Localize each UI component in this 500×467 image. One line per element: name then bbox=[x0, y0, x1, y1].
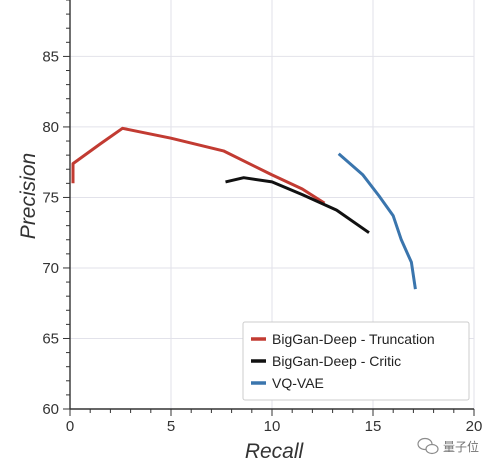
legend-label: VQ-VAE bbox=[272, 375, 324, 391]
legend-box bbox=[242, 321, 470, 401]
series-line bbox=[337, 152, 417, 290]
legend: BigGan-Deep - Truncation BigGan-Deep - Cr… bbox=[242, 321, 470, 401]
x-tick-label: 15 bbox=[365, 418, 382, 435]
wechat-icon bbox=[417, 437, 439, 455]
x-tick-label: 20 bbox=[466, 418, 483, 435]
series-line bbox=[225, 176, 370, 234]
series-line bbox=[71, 126, 326, 205]
axis-ticks bbox=[63, 0, 475, 416]
x-tick-label: 10 bbox=[264, 418, 281, 435]
series-layer bbox=[71, 126, 417, 290]
tick-labels: 0 5 10 15 20 60 65 70 75 80 85 bbox=[42, 48, 482, 435]
x-axis-label: Recall bbox=[245, 440, 305, 463]
y-axis-label: Precision bbox=[17, 153, 40, 239]
x-tick-label: 5 bbox=[167, 418, 175, 435]
legend-label: BigGan-Deep - Critic bbox=[272, 353, 401, 369]
legend-label: BigGan-Deep - Truncation bbox=[272, 331, 435, 347]
watermark-text: 量子位 bbox=[443, 439, 479, 454]
y-tick-label: 80 bbox=[42, 119, 59, 136]
x-tick-label: 0 bbox=[66, 418, 74, 435]
y-tick-label: 75 bbox=[42, 189, 59, 206]
y-tick-label: 85 bbox=[42, 48, 59, 65]
y-tick-label: 60 bbox=[42, 401, 59, 418]
y-tick-label: 70 bbox=[42, 260, 59, 277]
watermark: 量子位 bbox=[417, 437, 479, 455]
y-tick-label: 65 bbox=[42, 330, 59, 347]
